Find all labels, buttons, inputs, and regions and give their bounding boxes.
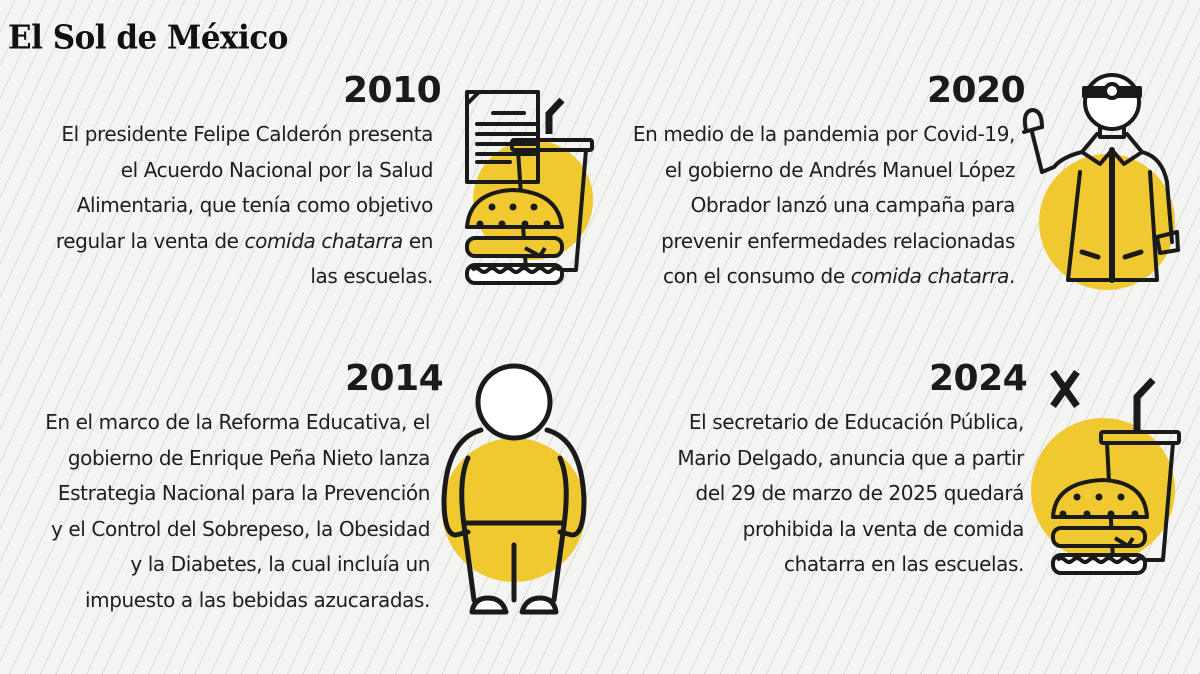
text-line: el gobierno de Andrés Manuel López bbox=[664, 157, 1016, 182]
text-line: las escuelas. bbox=[310, 264, 433, 288]
text-line: impuesto a las bebidas azucaradas. bbox=[84, 587, 430, 612]
text-segment: regular la venta de bbox=[55, 228, 245, 253]
year-2014: 2014 bbox=[345, 358, 444, 399]
text-line: y la Diabetes, la cual incluía un bbox=[130, 552, 430, 576]
year-2020: 2020 bbox=[927, 70, 1026, 111]
text-line: y el Control del Sobrepeso, la Obesidad bbox=[51, 516, 430, 541]
text-segment: con el consumo de bbox=[662, 264, 851, 288]
text-line: con el consumo de comida chatarra. bbox=[633, 259, 1015, 295]
text-line: chatarra en las escuelas. bbox=[784, 552, 1024, 576]
text-line: Mario Delgado, anuncia que a partir bbox=[677, 445, 1024, 470]
brand-logo: El Sol de México bbox=[8, 19, 288, 57]
year-2010: 2010 bbox=[343, 70, 442, 111]
year-2024: 2024 bbox=[929, 358, 1028, 399]
text-line: el Acuerdo Nacional por la Salud bbox=[120, 157, 434, 182]
text-line: prevenir enfermedades relacionadas bbox=[661, 228, 1015, 253]
text-segment: . bbox=[1009, 264, 1015, 288]
italic-term: comida chatarra bbox=[244, 228, 404, 253]
event-2014-description: En el marco de la Reforma Educativa, el … bbox=[45, 405, 430, 618]
text-line: regular la venta de comida chatarra en bbox=[55, 224, 434, 260]
banned-junk-food-icon bbox=[1031, 369, 1181, 575]
event-2010-description: El presidente Felipe Calderón presenta e… bbox=[55, 117, 434, 295]
text-line: En el marco de la Reforma Educativa, el bbox=[45, 410, 430, 434]
x-mark-icon bbox=[1050, 369, 1080, 409]
text-line: gobierno de Enrique Peña Nieto lanza bbox=[67, 445, 431, 470]
document-burger-drink-icon bbox=[465, 90, 594, 285]
italic-term: comida chatarra bbox=[850, 264, 1010, 288]
text-segment: en bbox=[402, 228, 434, 253]
text-line: Alimentaria, que tenía como objetivo bbox=[76, 193, 434, 217]
event-2020-description: En medio de la pandemia por Covid-19, el… bbox=[632, 117, 1016, 295]
overweight-person-icon bbox=[441, 363, 587, 615]
doctor-icon bbox=[1022, 73, 1180, 290]
text-line: Obrador lanzó una campaña para bbox=[690, 193, 1016, 217]
text-line: En medio de la pandemia por Covid-19, bbox=[632, 122, 1016, 146]
event-2024-description: El secretario de Educación Pública, Mari… bbox=[677, 405, 1024, 583]
text-line: El presidente Felipe Calderón presenta bbox=[61, 122, 433, 146]
text-line: prohibida la venta de comida bbox=[742, 516, 1025, 541]
text-line: del 29 de marzo de 2025 quedará bbox=[695, 481, 1025, 505]
text-line: Estrategia Nacional para la Prevención bbox=[57, 481, 430, 505]
text-line: El secretario de Educación Pública, bbox=[688, 410, 1024, 434]
